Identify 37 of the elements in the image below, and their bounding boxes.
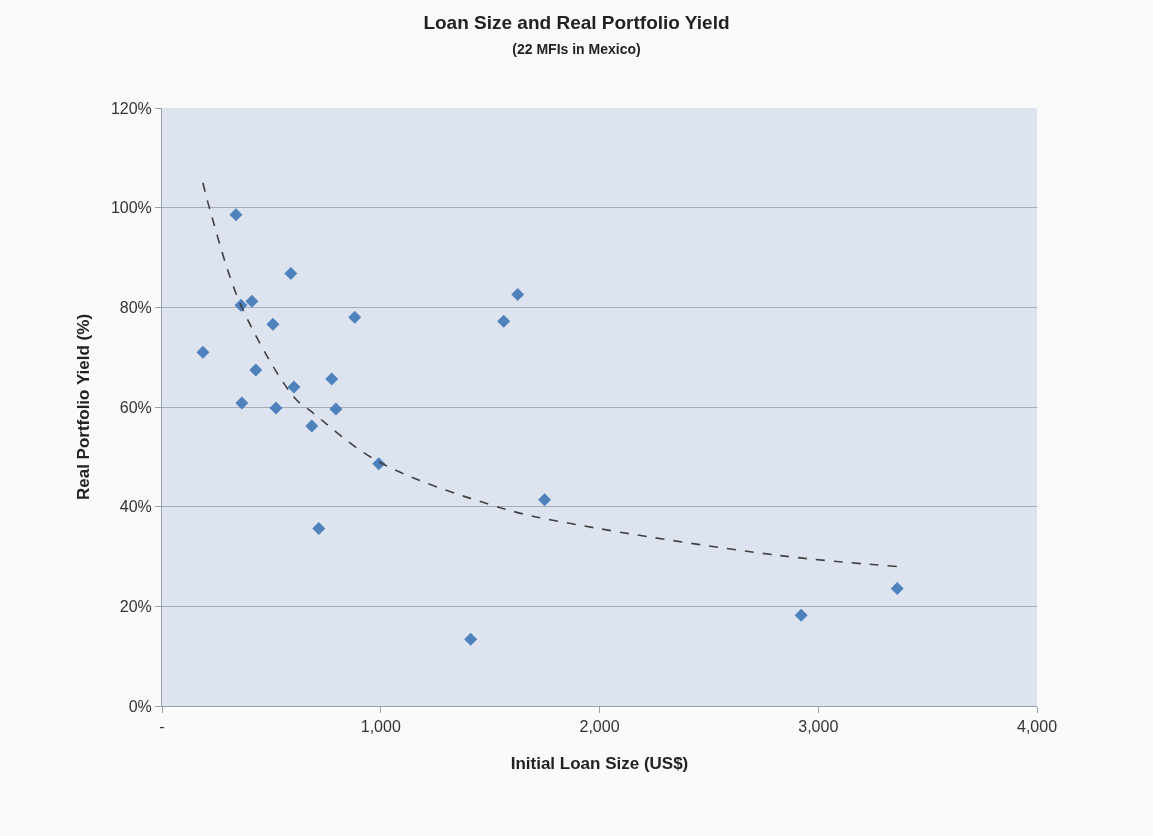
- x-tick-label: 4,000: [1016, 718, 1058, 736]
- point: [464, 632, 478, 646]
- point: [249, 363, 263, 377]
- y-tick-label: 20%: [119, 597, 152, 615]
- x-axis-title: Initial Loan Size (US$): [510, 753, 689, 773]
- point: [196, 345, 210, 359]
- point: [329, 402, 343, 416]
- y-tick-label: 100%: [110, 199, 152, 217]
- point: [245, 294, 259, 308]
- point: [229, 208, 243, 222]
- point: [266, 317, 280, 331]
- chart-title: Loan Size and Real Portfolio Yield: [423, 12, 730, 34]
- point: [511, 287, 525, 301]
- line-series: [202, 181, 899, 568]
- point: [269, 401, 283, 415]
- point: [325, 372, 339, 386]
- point: [305, 419, 319, 433]
- point: [312, 522, 326, 536]
- chart-subtitle: (22 MFIs in Mexico): [512, 40, 641, 57]
- y-tick-label: 80%: [119, 298, 152, 316]
- point: [538, 493, 552, 507]
- y-tick-label: 40%: [119, 498, 152, 516]
- point: [284, 266, 298, 280]
- x-tick-label: 3,000: [798, 718, 839, 736]
- y-tick-label: 0%: [128, 697, 152, 715]
- y-tick-label: 60%: [119, 398, 152, 416]
- point: [794, 608, 808, 622]
- point: [348, 310, 362, 324]
- point: [890, 581, 904, 595]
- x-tick-label: 1,000: [360, 718, 401, 736]
- point: [287, 380, 301, 394]
- x-tick-label: -: [159, 718, 165, 736]
- point: [235, 396, 249, 410]
- y-axis-title: Real Portfolio Yield (%): [74, 313, 94, 501]
- x-tick-label: 2,000: [579, 718, 620, 736]
- y-tick-label: 120%: [110, 99, 152, 117]
- point: [497, 314, 511, 328]
